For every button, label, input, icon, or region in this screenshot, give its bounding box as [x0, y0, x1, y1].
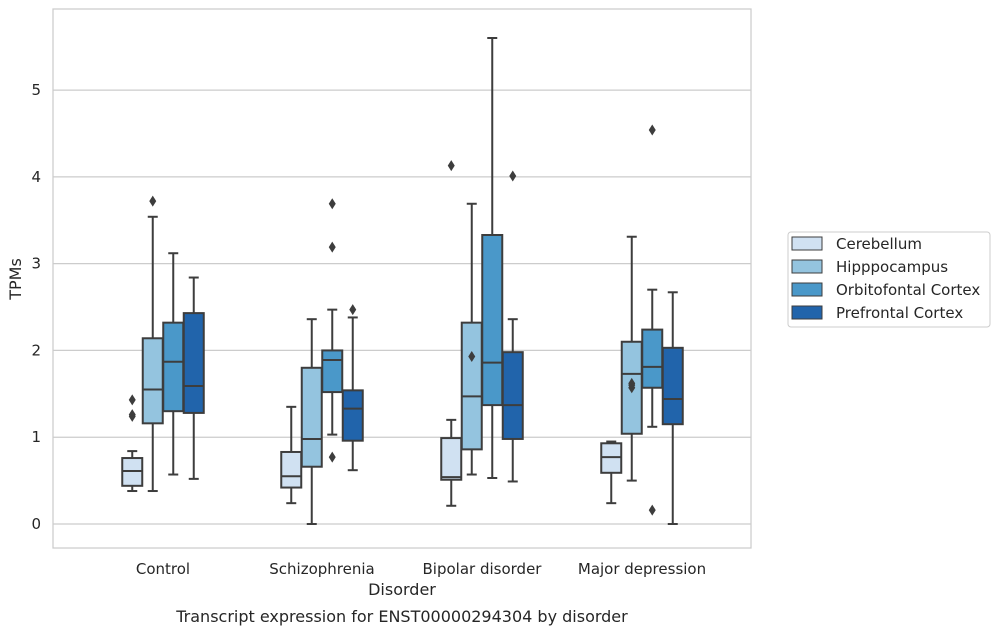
outlier-point: [349, 304, 357, 316]
x-tick-label: Major depression: [578, 560, 706, 578]
outlier-point: [648, 124, 656, 136]
box-group: [440, 160, 463, 507]
chart-caption: Transcript expression for ENST0000029430…: [175, 607, 628, 626]
box-group: [162, 252, 185, 476]
outlier-point: [648, 504, 656, 516]
box-group: [280, 405, 303, 505]
legend-label: Cerebellum: [836, 235, 922, 253]
legend-frame: [787, 231, 991, 328]
legend-label: Prefrontal Cortex: [836, 304, 963, 322]
box-group: [182, 276, 205, 480]
y-tick-label: 3: [31, 255, 41, 273]
outlier-point: [328, 198, 336, 210]
box-group: [620, 235, 643, 482]
outlier-point: [468, 351, 476, 363]
y-tick-label: 4: [31, 168, 41, 186]
box-iqr: [341, 389, 364, 442]
outlier-point: [509, 170, 517, 182]
gridlines: [53, 89, 751, 525]
box-group: [481, 37, 504, 480]
box-iqr: [501, 351, 524, 440]
legend: Cerebellum Hipppocampus Orbitofontal Corte…: [787, 231, 991, 328]
box-iqr: [321, 349, 344, 394]
outlier-point: [628, 377, 636, 389]
legend-label: Orbitofontal Cortex: [836, 281, 980, 299]
y-tick-label: 2: [31, 341, 41, 359]
box-iqr: [661, 346, 684, 426]
box-group: [121, 394, 144, 493]
outlier-point: [128, 409, 136, 421]
outlier-point: [149, 195, 157, 207]
x-tick-label: Bipolar disorder: [423, 560, 543, 578]
box-iqr: [440, 437, 463, 481]
outlier-point: [328, 241, 336, 253]
y-tick-label: 1: [31, 428, 41, 446]
outlier-point: [447, 160, 455, 172]
box-group: [300, 318, 323, 525]
tick-labels: 0 1 2 3 4 5 Control Schizophrenia Bipolar disord…: [31, 81, 706, 578]
y-tick-label: 0: [31, 515, 41, 533]
legend-label: Hipppocampus: [836, 258, 948, 276]
y-axis-title: TPMs: [6, 258, 25, 301]
box-group: [661, 291, 684, 525]
box-group: [460, 202, 483, 476]
outlier-point: [128, 394, 136, 406]
legend-swatch: [791, 305, 823, 320]
box-group: [141, 195, 164, 493]
plot-frame: [52, 8, 752, 549]
box-iqr: [182, 312, 205, 414]
x-tick-label: Control: [136, 560, 190, 578]
legend-swatch: [791, 236, 823, 251]
legend-swatch: [791, 282, 823, 297]
outlier-point: [328, 451, 336, 463]
box-iqr: [162, 321, 185, 413]
box-iqr: [141, 337, 164, 425]
box-group: [641, 124, 664, 516]
box-iqr: [280, 450, 303, 489]
box-group: [501, 170, 524, 483]
box-group: [600, 440, 623, 505]
box-layer: [121, 37, 684, 525]
y-tick-label: 5: [31, 81, 41, 99]
box-group: [341, 304, 364, 472]
x-axis-title: Disorder: [368, 580, 436, 599]
box-iqr: [481, 234, 504, 407]
box-group: [321, 198, 344, 463]
x-tick-label: Schizophrenia: [269, 560, 374, 578]
legend-swatch: [791, 259, 823, 274]
box-iqr: [460, 321, 483, 451]
box-iqr: [300, 366, 323, 468]
box-iqr: [641, 328, 664, 389]
